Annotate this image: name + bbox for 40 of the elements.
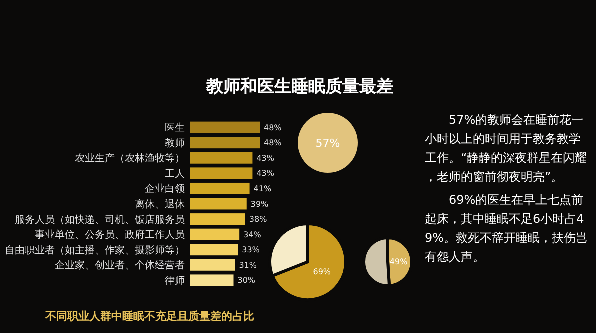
bar bbox=[190, 182, 250, 194]
y-tick-label: 医生 bbox=[165, 122, 185, 134]
data-label: 33% bbox=[242, 246, 260, 255]
data-label: 43% bbox=[256, 169, 275, 178]
bar bbox=[190, 274, 234, 286]
data-label: 41% bbox=[254, 184, 272, 194]
data-label: 43% bbox=[256, 154, 275, 163]
bar bbox=[190, 152, 253, 164]
data-label: 30% bbox=[238, 276, 256, 286]
data-label: 39% bbox=[250, 200, 270, 209]
y-tick-label: 企业家、创业者、个体经营者 bbox=[55, 260, 185, 272]
text: 57% bbox=[316, 136, 340, 150]
data-label: 49% bbox=[390, 257, 408, 266]
bar bbox=[190, 214, 246, 226]
bar bbox=[190, 228, 240, 240]
y-tick-label: 事业单位、公务员、政府工作人员 bbox=[35, 229, 185, 242]
bar bbox=[190, 168, 253, 180]
data-label: 48% bbox=[264, 123, 282, 132]
data-label: 38% bbox=[249, 215, 268, 224]
y-tick-label: 工人 bbox=[165, 168, 185, 180]
bar bbox=[190, 198, 247, 210]
text: 57%的教师会在睡前花一小时以上的时间用于教务教学工作。“静静的深夜群星在闪耀，老师的窗前彻夜明亮”。 bbox=[425, 113, 588, 184]
bar bbox=[190, 122, 260, 134]
data-label: 69% bbox=[313, 267, 332, 276]
y-tick-label: 教师 bbox=[165, 138, 185, 150]
bar bbox=[190, 259, 236, 271]
y-tick-label: 农业生产（农林渔牧等） bbox=[75, 152, 185, 165]
text: 教师和医生睡眠质量最差 bbox=[206, 77, 394, 97]
data-label: 48% bbox=[264, 138, 282, 148]
bar bbox=[190, 137, 260, 149]
y-tick-label: 自由职业者（如主播、作家、摄影师等） bbox=[5, 244, 185, 256]
x-axis-title: 不同职业人群中睡眠不充足且质量差的占比 bbox=[44, 310, 254, 323]
y-tick-label: 离休、退休 bbox=[135, 198, 185, 210]
data-label: 34% bbox=[244, 230, 262, 240]
y-tick-label: 服务人员（如快递、司机、饭店服务员 bbox=[15, 214, 185, 226]
y-tick-label: 律师 bbox=[165, 276, 185, 287]
bar bbox=[190, 244, 238, 256]
y-tick-label: 企业白领 bbox=[145, 183, 185, 196]
data-label: 31% bbox=[239, 260, 258, 270]
text: 69%的医生在早上七点前起床，其中睡眠不足6小时占49%。救死不辞开睡眠，扶伤岂有怨人声。 bbox=[425, 193, 588, 264]
